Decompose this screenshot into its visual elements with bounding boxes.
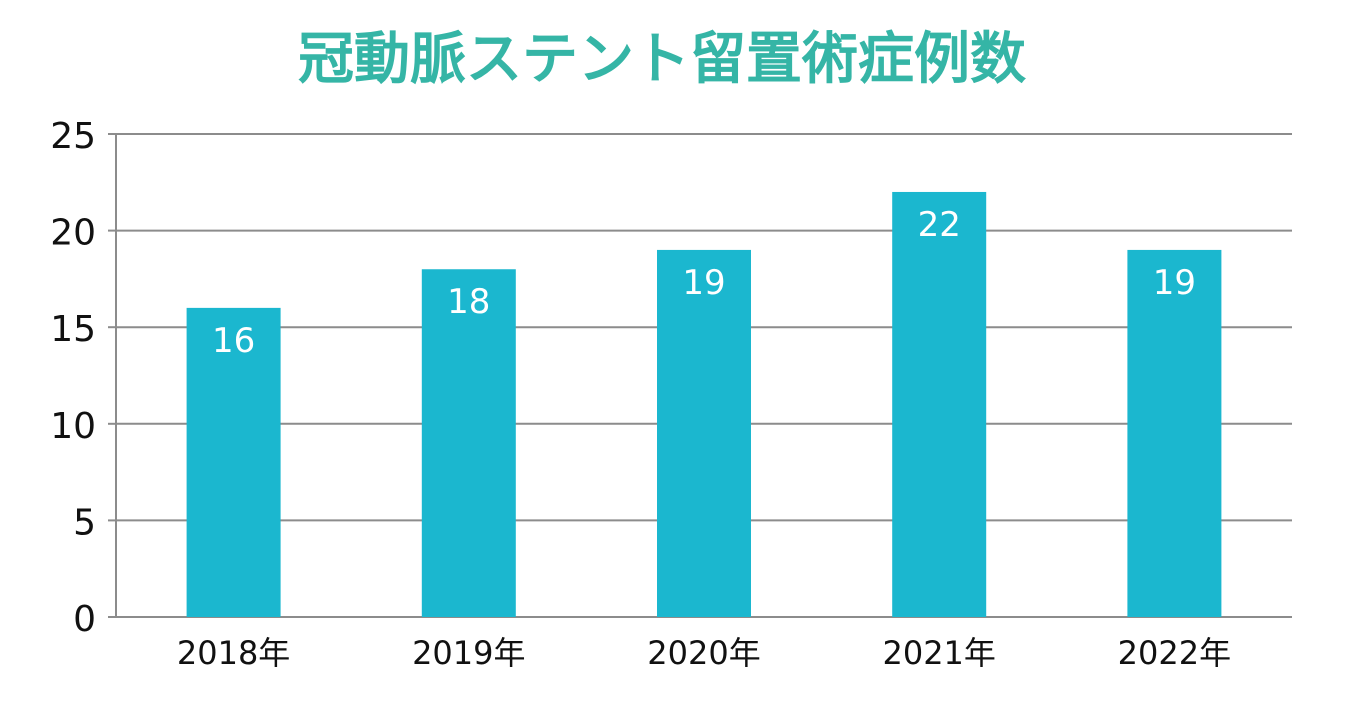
y-tick-label: 25 [50,116,96,157]
y-tick-label: 20 [50,213,96,254]
data-label: 16 [212,321,255,361]
x-tick-label: 2020年 [647,634,760,672]
bar-2021年 [892,191,987,617]
chart-title: 冠動脈ステント留置術症例数 [298,27,1026,92]
bar-2019年 [421,269,516,617]
y-tick-label: 15 [50,309,96,350]
x-tick-label: 2019年 [412,634,525,672]
y-tick-label: 5 [73,502,96,543]
x-tick-labels: 2018年 2019年 2020年 2021年 2022年 [177,634,1231,672]
data-label: 19 [1153,263,1196,303]
x-tick-label: 2022年 [1118,634,1231,672]
y-tick-labels: 0 5 10 15 20 25 [50,116,96,640]
bar-2020年 [657,249,751,618]
data-label: 18 [447,282,490,322]
bars [186,191,1222,618]
y-tick-label: 10 [50,406,96,447]
data-label: 22 [918,205,961,245]
data-label: 19 [682,263,725,303]
x-tick-label: 2018年 [177,634,290,672]
bar-2022年 [1127,249,1222,618]
bar-2018年 [186,307,281,617]
data-labels: 16 18 19 22 19 [212,205,1196,361]
y-tick-label: 0 [73,599,96,640]
x-tick-label: 2021年 [882,634,995,672]
